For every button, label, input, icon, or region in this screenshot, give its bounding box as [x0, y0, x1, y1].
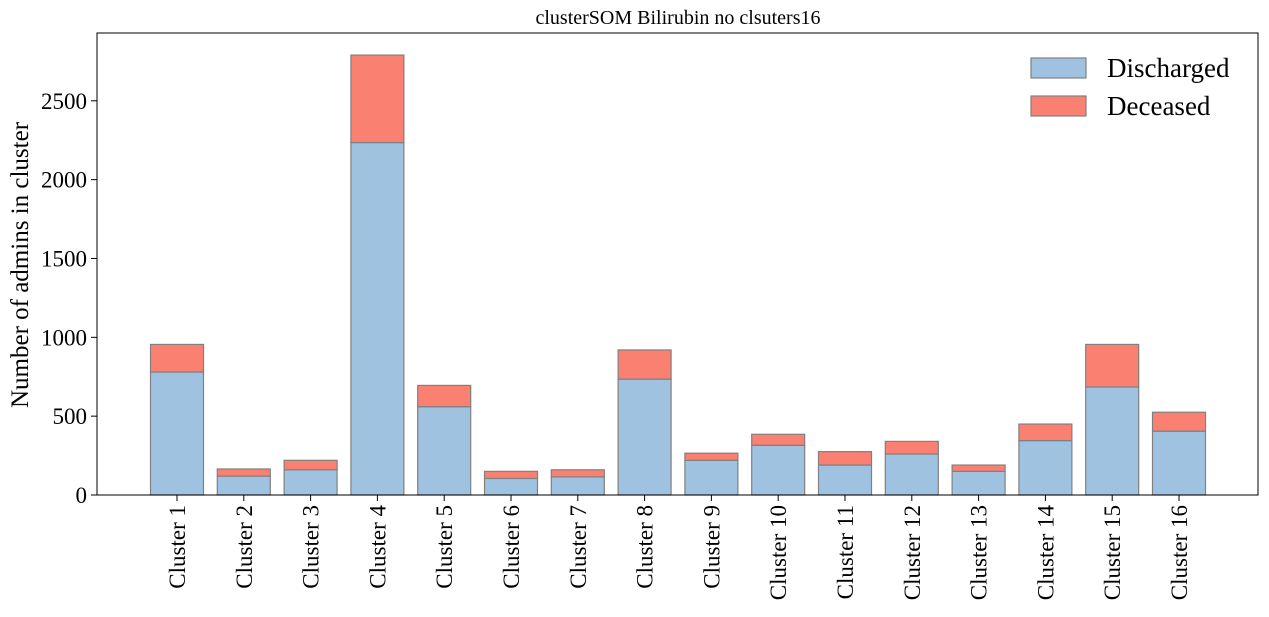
x-tick-label: Cluster 2 [232, 505, 257, 589]
y-tick-label: 1000 [41, 325, 87, 350]
bar-discharged-8 [617, 378, 672, 496]
x-axis: Cluster 1 Cluster 2 Cluster 3 Cluster 4 Clus… [165, 495, 1192, 600]
bar-deceased-9 [684, 452, 739, 461]
bar-discharged-1 [149, 371, 205, 496]
bar-discharged-14 [1018, 440, 1073, 496]
y-tick-label: 0 [76, 483, 88, 508]
bar-discharged-9 [684, 459, 739, 496]
x-tick-label: Cluster 10 [766, 505, 791, 600]
x-tick-label: Cluster 9 [699, 505, 724, 589]
x-tick-label: Cluster 16 [1167, 505, 1192, 600]
y-tick-label: 2000 [41, 168, 87, 193]
bar-deceased-12 [884, 440, 939, 455]
bar-deceased-2 [216, 468, 271, 477]
y-tick-label: 2500 [41, 89, 87, 114]
x-tick-label: Cluster 15 [1100, 505, 1125, 600]
bar-deceased-14 [1018, 423, 1073, 442]
bar-discharged-7 [550, 476, 605, 496]
bar-discharged-5 [417, 406, 472, 496]
bar-deceased-15 [1085, 343, 1140, 388]
x-tick-label: Cluster 13 [967, 505, 992, 600]
bar-deceased-6 [483, 470, 539, 480]
legend-swatch-deceased [1030, 95, 1087, 117]
chart-title: clusterSOM Bilirubin no clsuters16 [536, 7, 821, 29]
y-tick-label: 500 [53, 404, 88, 429]
bar-deceased-10 [751, 433, 806, 446]
x-tick-label: Cluster 6 [499, 505, 524, 589]
bar-deceased-11 [817, 451, 873, 466]
y-axis-label: Number of admins in cluster [7, 121, 34, 408]
x-tick-label: Cluster 11 [833, 505, 858, 599]
y-tick-label: 1500 [41, 246, 87, 271]
bar-discharged-13 [951, 470, 1006, 496]
x-tick-label: Cluster 1 [165, 505, 190, 589]
bars-layer [149, 54, 1207, 496]
x-tick-label: Cluster 5 [432, 505, 457, 589]
bar-discharged-6 [483, 477, 539, 496]
x-tick-label: Cluster 14 [1033, 505, 1058, 601]
bar-deceased-7 [550, 469, 605, 478]
y-axis: 0 500 1000 1500 2000 2500 [41, 89, 97, 508]
x-tick-label: Cluster 8 [633, 505, 658, 589]
legend-label-discharged: Discharged [1107, 53, 1230, 83]
legend: Discharged Deceased [1030, 53, 1230, 121]
legend-swatch-discharged [1030, 57, 1087, 79]
bar-deceased-5 [417, 384, 472, 408]
bar-discharged-15 [1085, 386, 1140, 496]
bar-deceased-1 [149, 343, 205, 373]
bar-deceased-4 [350, 54, 405, 144]
x-tick-label: Cluster 4 [365, 505, 390, 589]
bar-deceased-16 [1151, 411, 1207, 432]
legend-label-deceased: Deceased [1107, 91, 1211, 121]
bar-deceased-8 [617, 349, 672, 380]
bar-discharged-12 [884, 453, 939, 496]
x-tick-label: Cluster 3 [299, 505, 324, 589]
bar-discharged-10 [751, 444, 806, 496]
plot-frame [96, 32, 1259, 496]
x-tick-label: Cluster 12 [900, 505, 925, 600]
bar-discharged-3 [283, 469, 338, 496]
bar-deceased-3 [283, 459, 338, 471]
bar-deceased-13 [951, 464, 1006, 472]
bar-discharged-4 [350, 141, 405, 496]
bar-discharged-16 [1151, 430, 1207, 496]
x-tick-label: Cluster 7 [566, 505, 591, 589]
bar-discharged-11 [817, 464, 873, 496]
bar-discharged-2 [216, 475, 271, 496]
